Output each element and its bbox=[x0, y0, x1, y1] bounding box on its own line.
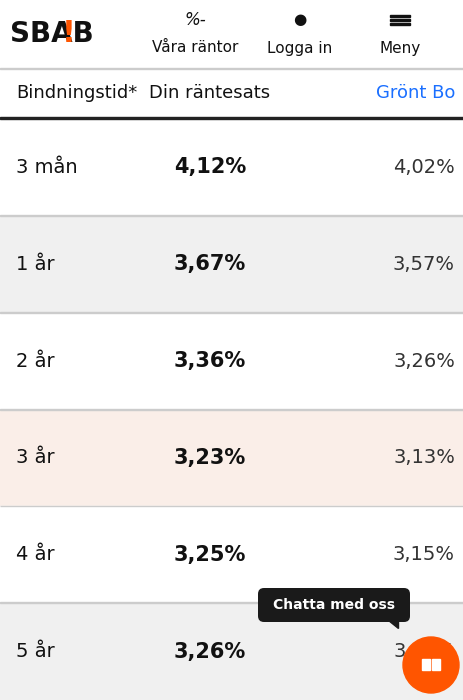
Bar bbox=[0, 313, 463, 410]
Text: 3,67%: 3,67% bbox=[174, 254, 246, 274]
Text: Din räntesats: Din räntesats bbox=[150, 84, 270, 102]
Bar bbox=[0, 69, 463, 117]
Text: 4,12%: 4,12% bbox=[174, 158, 246, 177]
Bar bbox=[390, 19, 410, 21]
Bar bbox=[0, 505, 463, 506]
Text: Våra räntor: Våra räntor bbox=[152, 41, 238, 55]
Bar bbox=[390, 23, 410, 25]
Text: 3,15%: 3,15% bbox=[393, 545, 455, 564]
FancyBboxPatch shape bbox=[258, 588, 410, 622]
Text: Bindningstid*: Bindningstid* bbox=[16, 84, 137, 102]
Polygon shape bbox=[388, 620, 398, 628]
Bar bbox=[390, 15, 410, 17]
Bar bbox=[0, 216, 463, 313]
Text: !: ! bbox=[62, 20, 76, 48]
Text: 3,25%: 3,25% bbox=[174, 545, 246, 565]
Bar bbox=[0, 215, 463, 216]
Text: 3,36%: 3,36% bbox=[174, 351, 246, 371]
Text: 5 år: 5 år bbox=[16, 642, 55, 661]
Text: 4 år: 4 år bbox=[16, 545, 55, 564]
Text: 3 år: 3 år bbox=[16, 449, 55, 468]
Bar bbox=[0, 117, 463, 119]
Bar bbox=[0, 506, 463, 603]
Text: Meny: Meny bbox=[379, 41, 420, 55]
Text: 2 år: 2 år bbox=[16, 351, 55, 370]
Circle shape bbox=[403, 637, 459, 693]
Text: 1 år: 1 år bbox=[16, 255, 55, 274]
Text: %-: %- bbox=[184, 11, 206, 29]
Text: SBAB: SBAB bbox=[10, 20, 94, 48]
Bar bbox=[0, 0, 463, 68]
Bar bbox=[0, 119, 463, 216]
Text: 3,13%: 3,13% bbox=[393, 449, 455, 468]
Text: Chatta med oss: Chatta med oss bbox=[273, 598, 395, 612]
Bar bbox=[0, 312, 463, 313]
Text: 4,02%: 4,02% bbox=[393, 158, 455, 177]
Text: 3,26%: 3,26% bbox=[174, 642, 246, 661]
Text: 3,16%: 3,16% bbox=[393, 642, 455, 661]
Text: Grönt Bo: Grönt Bo bbox=[375, 84, 455, 102]
Bar bbox=[0, 603, 463, 700]
Bar bbox=[0, 68, 463, 69]
Text: 3 mån: 3 mån bbox=[16, 158, 78, 177]
Text: 3,26%: 3,26% bbox=[393, 351, 455, 370]
Text: ●: ● bbox=[294, 13, 307, 27]
Bar bbox=[0, 410, 463, 506]
Bar bbox=[422, 659, 430, 670]
Text: Logga in: Logga in bbox=[267, 41, 332, 55]
Bar bbox=[432, 659, 440, 670]
Text: 3,23%: 3,23% bbox=[174, 448, 246, 468]
Text: 3,57%: 3,57% bbox=[393, 255, 455, 274]
